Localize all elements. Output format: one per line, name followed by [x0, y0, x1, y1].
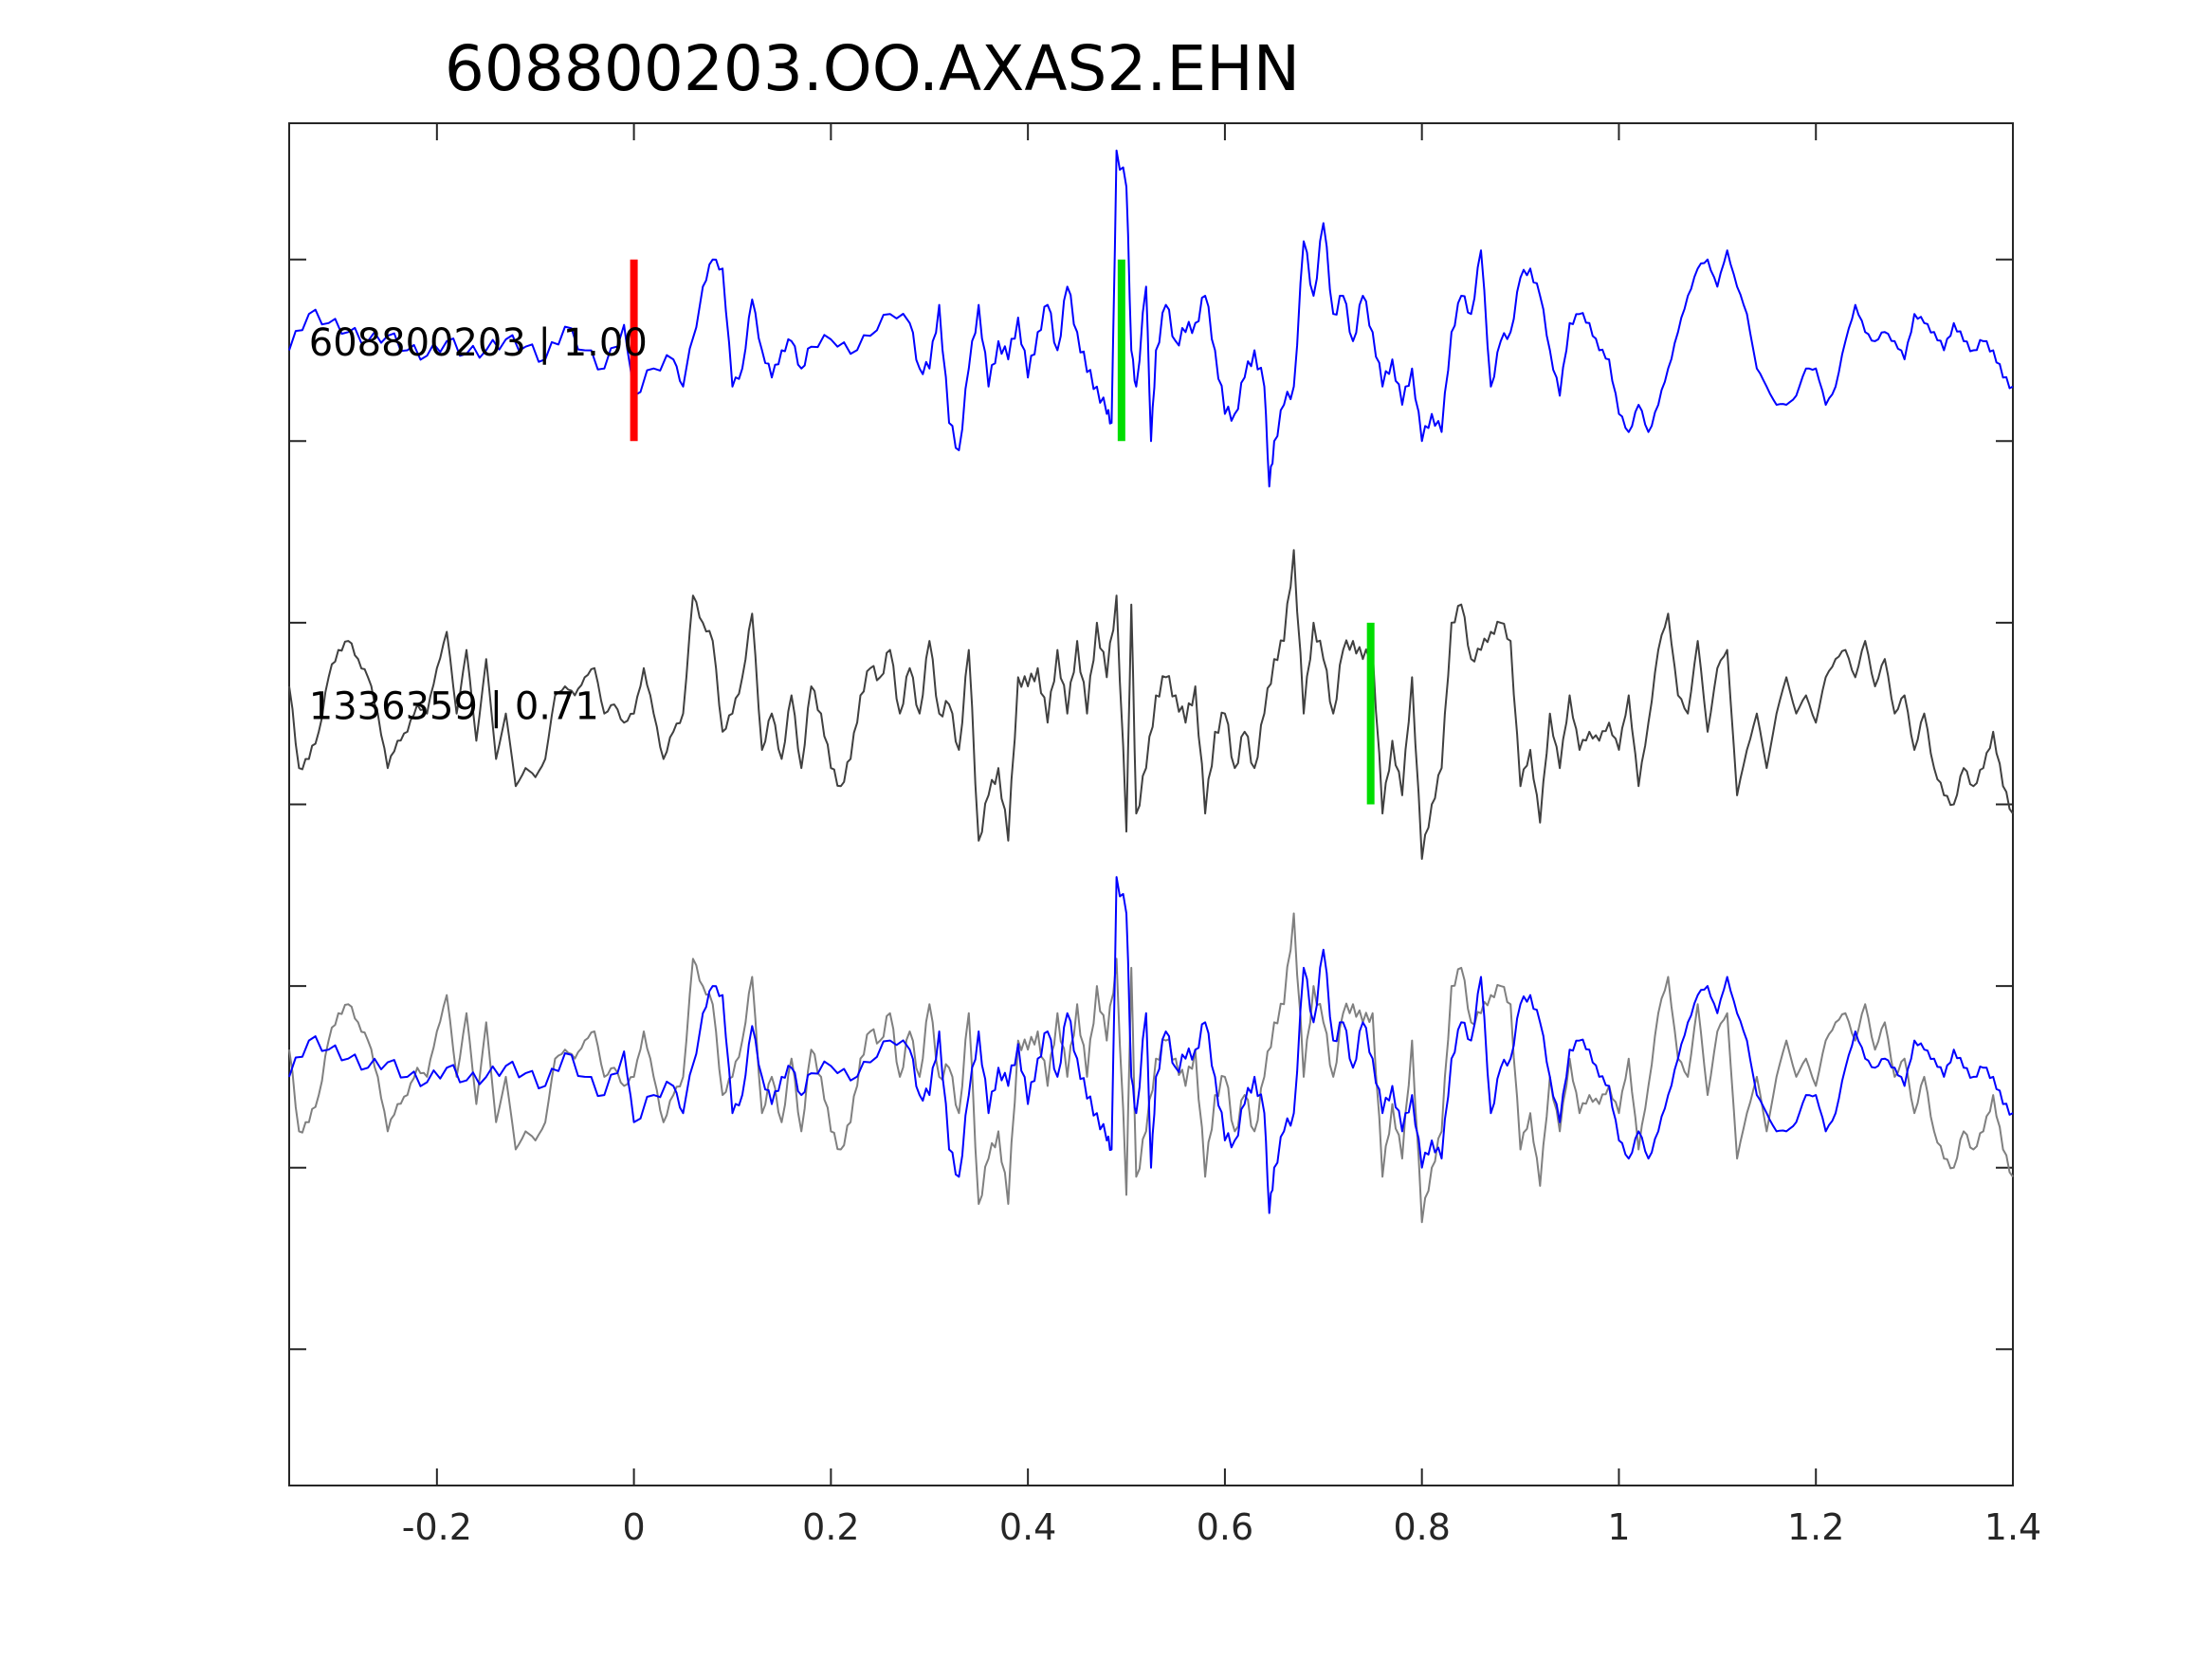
x-tick-label: 0.2 [802, 1506, 859, 1548]
x-tick-label: 1 [1607, 1506, 1630, 1548]
waveform-traces [288, 149, 2014, 1224]
x-tick-label: -0.2 [402, 1506, 472, 1548]
x-tick-label: 1.4 [1984, 1506, 2041, 1548]
x-tick-label: 0.8 [1393, 1506, 1450, 1548]
pick-markers [630, 259, 1375, 805]
x-tick-label: 0.4 [999, 1506, 1056, 1548]
trace-line-overlay-1336359 [288, 912, 2014, 1224]
chart-title: 608800203.OO.AXAS2.EHN [445, 32, 1300, 105]
trace-label-608800203: 608800203 | 1.00 [309, 321, 648, 365]
trace-labels: 608800203 | 1.00 1336359 | 0.71 [309, 321, 648, 728]
trace-label-1336359: 1336359 | 0.71 [309, 684, 599, 728]
trace-line-1336359 [288, 549, 2014, 860]
axis-ticks: -0.2 0 0.2 0.4 0.6 0.8 1 1.2 1.4 [289, 123, 2041, 1548]
trace-line-overlay-608800203 [288, 876, 2014, 1214]
x-tick-label: 0 [623, 1506, 646, 1548]
x-tick-label: 0.6 [1197, 1506, 1253, 1548]
trace-line-608800203 [288, 149, 2014, 488]
x-tick-label: 1.2 [1787, 1506, 1844, 1548]
